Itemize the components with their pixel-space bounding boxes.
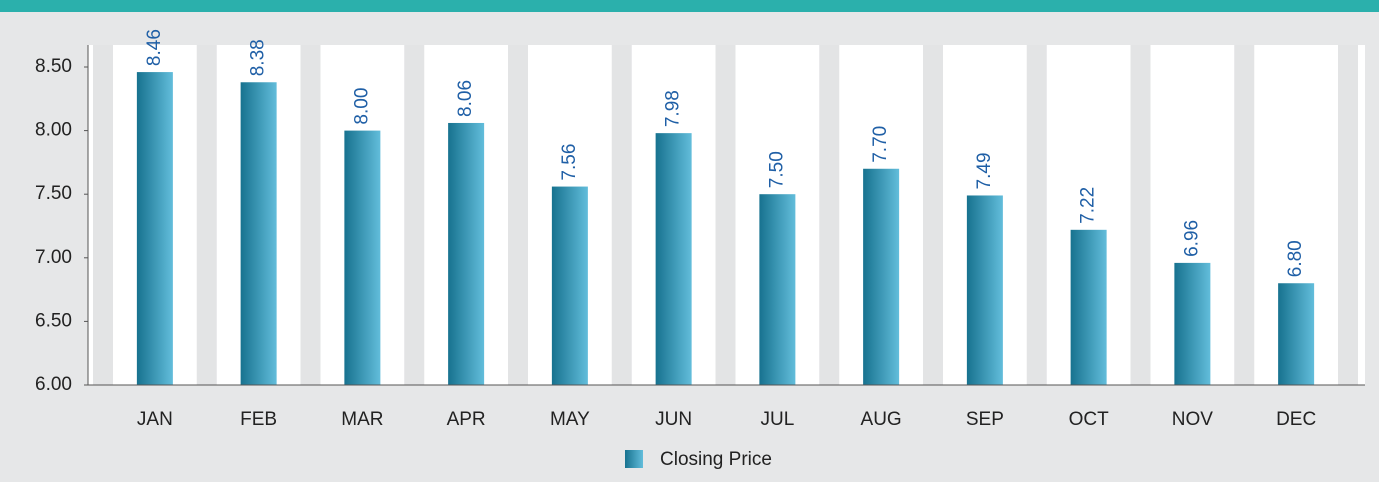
column-stripe — [300, 45, 321, 385]
column-stripe — [1338, 45, 1358, 385]
value-label: 6.96 — [1181, 220, 1202, 257]
value-label: 7.98 — [663, 90, 684, 127]
x-tick-label: MAY — [550, 409, 590, 430]
value-label: 7.56 — [559, 144, 580, 181]
x-tick-label: AUG — [861, 409, 902, 430]
y-tick-label: 6.00 — [35, 374, 72, 395]
value-label: 7.70 — [870, 126, 891, 163]
y-tick-label: 8.50 — [35, 56, 72, 77]
bar — [1174, 262, 1211, 385]
top-band — [0, 0, 1379, 12]
y-tick-label: 7.50 — [35, 183, 72, 204]
x-tick-label: JUN — [655, 409, 692, 430]
bar — [344, 130, 381, 385]
x-tick-label: APR — [447, 409, 486, 430]
y-tick-label: 8.00 — [35, 120, 72, 141]
column-stripe — [1026, 45, 1047, 385]
x-tick-label: SEP — [966, 409, 1004, 430]
y-tick-label: 7.00 — [35, 247, 72, 268]
value-label: 8.06 — [455, 80, 476, 117]
column-stripe — [1234, 45, 1255, 385]
value-label: 8.38 — [248, 39, 269, 76]
value-label: 7.50 — [766, 151, 787, 188]
value-label: 8.46 — [144, 29, 165, 66]
column-stripe — [715, 45, 736, 385]
bar — [863, 168, 900, 385]
bar — [136, 72, 173, 385]
column-stripe — [93, 45, 113, 385]
bar — [1070, 229, 1107, 385]
column-stripe — [611, 45, 632, 385]
column-stripe — [1130, 45, 1151, 385]
bar — [448, 122, 485, 385]
bar — [759, 194, 796, 385]
x-tick-label: MAR — [341, 409, 383, 430]
legend-swatch — [625, 450, 643, 468]
column-stripe — [196, 45, 217, 385]
column-stripe — [819, 45, 840, 385]
x-tick-label: JUL — [760, 409, 794, 430]
column-stripe — [508, 45, 528, 385]
value-label: 8.00 — [351, 88, 372, 125]
x-tick-label: JAN — [137, 409, 173, 430]
x-tick-label: NOV — [1172, 409, 1214, 430]
y-tick-label: 6.50 — [35, 310, 72, 331]
column-stripe — [404, 45, 425, 385]
bar — [551, 186, 588, 385]
x-tick-label: OCT — [1069, 409, 1110, 430]
value-label: 6.80 — [1285, 240, 1306, 277]
column-stripe — [923, 45, 943, 385]
bar — [966, 195, 1003, 385]
value-label: 7.22 — [1078, 187, 1099, 224]
x-tick-label: DEC — [1276, 409, 1316, 430]
bar — [240, 82, 277, 385]
value-label: 7.49 — [974, 152, 995, 189]
legend-label: Closing Price — [660, 449, 772, 470]
bar — [655, 133, 692, 385]
bar — [1278, 283, 1315, 385]
x-tick-label: FEB — [240, 409, 277, 430]
